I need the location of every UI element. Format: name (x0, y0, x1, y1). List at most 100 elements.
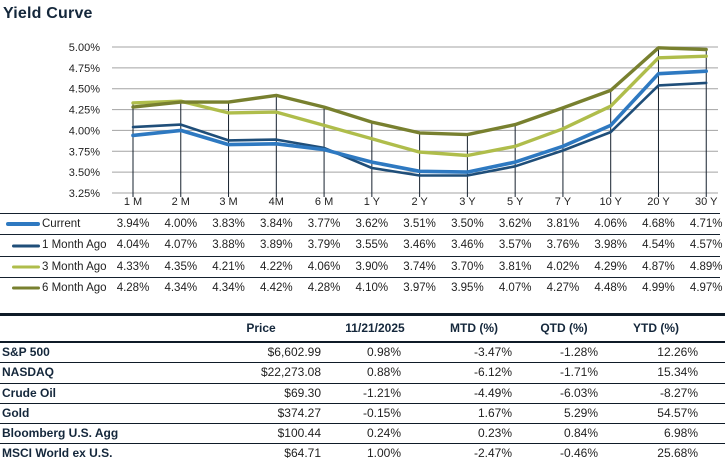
legend-value: 4.07% (164, 239, 198, 252)
legend-value: 3.90% (355, 260, 389, 273)
legend-swatch-6-month-ago (12, 286, 40, 290)
x-axis-tick-label: 1 Y (364, 196, 381, 208)
legend-value: 3.62% (355, 218, 389, 230)
column-header: MTD (%) (450, 321, 498, 335)
table-cell: -1.28% (559, 345, 598, 359)
table-row: Bloomberg U.S. Agg $100.44 0.24% 0.23% 0.84%… (0, 424, 725, 445)
x-axis-tick-label: 10 Y (599, 196, 622, 208)
table-top-border (0, 313, 725, 316)
y-axis-tick-label: 4.25% (69, 105, 100, 117)
legend-value: 4.33% (116, 260, 150, 273)
table-cell: 0.23% (477, 426, 512, 441)
table-cell: -1.71% (559, 365, 598, 380)
legend-row: 1 Month Ago 4.04% 4.07% 3.88% 3.89% 3.79% 3.55… (0, 234, 723, 255)
legend-value: 4.48% (594, 282, 627, 295)
series-line-current (131, 69, 709, 174)
row-label: S&P 500 (2, 345, 50, 359)
y-axis-tick-label: 4.00% (69, 125, 100, 137)
page-title: Yield Curve (3, 5, 93, 22)
x-axis-tick-label: 2 M (172, 196, 190, 208)
table-cell: 12.26% (657, 345, 698, 359)
legend-value: 3.70% (451, 260, 484, 273)
x-axis-tick-label: 2 Y (411, 196, 428, 208)
legend-value: 4.34% (164, 282, 198, 295)
table-header-row: Price 11/21/2025 MTD (%) QTD (%) YTD (%) (0, 316, 725, 343)
legend-value: 3.77% (307, 218, 341, 230)
column-header: Price (246, 321, 276, 335)
legend-value: 4.07% (498, 282, 532, 295)
x-axis-tick-label: 6 M (315, 196, 333, 208)
legend-value: 4.00% (164, 218, 198, 230)
table-cell: -4.49% (473, 385, 512, 400)
row-label: Crude Oil (2, 385, 57, 400)
table-cell: -8.27% (659, 385, 698, 400)
row-label: NASDAQ (2, 365, 55, 380)
x-axis-tick-label: 1 M (124, 196, 142, 208)
legend-value: 4.34% (212, 282, 245, 295)
legend-value: 3.46% (403, 239, 436, 252)
y-axis-tick-label: 4.75% (69, 63, 100, 75)
legend-value: 4.35% (164, 260, 198, 273)
x-axis-tick-label: 5 Y (507, 196, 524, 208)
table-cell: 5.29% (563, 405, 598, 420)
legend-row: 3 Month Ago 4.33% 4.35% 4.21% 4.22% 4.06% 3.90… (0, 255, 723, 277)
series-line-3-month-ago (131, 54, 708, 158)
table-row: MSCI World ex U.S. $64.71 1.00% -2.47% -0.46… (0, 444, 725, 462)
table-cell: $64.71 (284, 446, 321, 461)
table-cell: $22,273.08 (260, 365, 321, 380)
legend-value: 4.99% (642, 282, 675, 295)
legend-value: 3.79% (307, 239, 341, 252)
y-axis-tick-label: 3.50% (69, 167, 100, 179)
x-axis-tick-label: 4M (269, 196, 284, 208)
legend-value: 4.42% (259, 282, 293, 295)
table-cell: -6.12% (473, 365, 512, 380)
legend-series-label: 6 Month Ago (42, 282, 107, 295)
table-cell: -3.47% (473, 345, 512, 359)
series-line-1-month-ago (131, 81, 708, 177)
legend-value: 4.02% (546, 260, 580, 273)
row-label: Bloomberg U.S. Agg (2, 426, 119, 441)
table-cell: 6.98% (663, 426, 698, 441)
column-header: QTD (%) (540, 321, 588, 335)
series-line-6-month-ago (131, 46, 708, 137)
legend-value: 3.97% (403, 282, 436, 295)
legend-value: 3.83% (212, 218, 245, 230)
table-cell: -1.21% (362, 385, 401, 400)
x-axis-tick-label: 3 M (219, 196, 237, 208)
legend-value: 4.21% (212, 260, 245, 273)
table-cell: $374.27 (277, 405, 321, 420)
legend-value: 3.51% (403, 218, 436, 230)
legend-value: 3.89% (259, 239, 293, 252)
row-label: Gold (2, 405, 30, 420)
x-axis-tick-label: 30 Y (695, 196, 718, 208)
column-header: YTD (%) (633, 321, 679, 335)
legend-value: 4.87% (642, 260, 675, 273)
legend-value: 4.04% (116, 239, 150, 252)
chart-canvas: 5.00% 4.75% 4.50% 4.25% 4.00% 3.75% 3.50% 3.25%… (69, 42, 718, 208)
table-cell: -6.03% (559, 385, 598, 400)
legend-value: 4.54% (642, 239, 675, 252)
legend-value: 4.27% (546, 282, 580, 295)
legend-value: 3.88% (212, 239, 245, 252)
table-cell: 0.24% (366, 426, 401, 441)
legend-value: 3.94% (116, 218, 150, 230)
legend-value: 4.06% (307, 260, 341, 273)
table-cell: 54.57% (657, 405, 698, 420)
legend-value: 4.28% (116, 282, 150, 295)
legend-series-label: 3 Month Ago (42, 260, 107, 273)
legend-series-label: Current (42, 218, 81, 230)
legend-swatch-3-month-ago (12, 265, 40, 269)
market-summary-table: Price 11/21/2025 MTD (%) QTD (%) YTD (%) S&P… (0, 313, 725, 462)
legend-value: 3.57% (498, 239, 532, 252)
legend-value: 3.84% (259, 218, 293, 230)
legend-value: 3.55% (355, 239, 389, 252)
legend-value: 3.81% (546, 218, 580, 230)
legend-value: 3.46% (451, 239, 484, 252)
legend-row: Current 3.94% 4.00% 3.83% 3.84% 3.77% 3.62% 3.5… (0, 213, 723, 234)
legend-value: 4.71% (689, 218, 723, 230)
legend-value: 4.57% (689, 239, 723, 252)
table-cell: 0.88% (366, 365, 401, 380)
legend-value: 4.10% (355, 282, 389, 295)
table-cell: 0.98% (366, 345, 401, 359)
